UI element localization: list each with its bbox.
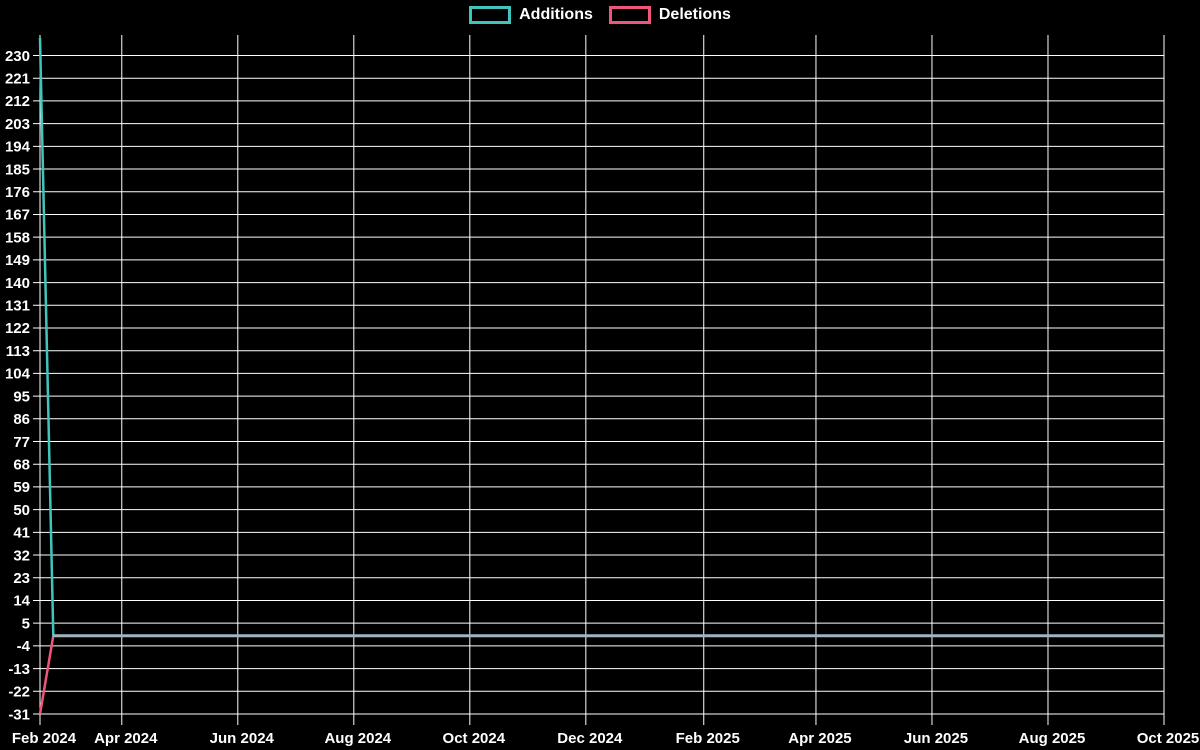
y-tick-label: -13 <box>8 661 30 678</box>
y-tick-label: 104 <box>5 366 31 383</box>
y-tick-label: -4 <box>17 638 31 655</box>
y-tick-label: 140 <box>5 275 30 292</box>
x-tick-label: Apr 2025 <box>788 730 851 747</box>
y-tick-label: -22 <box>8 684 30 701</box>
y-tick-label: 194 <box>5 139 31 156</box>
y-tick-label: 77 <box>13 434 30 451</box>
y-tick-label: 176 <box>5 184 30 201</box>
y-tick-label: 23 <box>13 570 30 587</box>
y-tick-label: 149 <box>5 252 30 269</box>
x-tick-label: Feb 2024 <box>12 730 77 747</box>
y-tick-label: 32 <box>13 547 30 564</box>
y-tick-label: 167 <box>5 207 30 224</box>
x-tick-label: Dec 2024 <box>557 730 623 747</box>
x-tick-label: Oct 2025 <box>1137 730 1200 747</box>
y-tick-label: -31 <box>8 706 30 723</box>
y-tick-label: 122 <box>5 320 30 337</box>
y-tick-label: 230 <box>5 48 30 65</box>
additions-swatch-icon <box>469 6 512 24</box>
y-tick-label: 221 <box>5 70 30 87</box>
chart-legend: Additions Deletions <box>0 6 1200 24</box>
y-tick-label: 203 <box>5 116 30 133</box>
y-tick-label: 95 <box>13 388 30 405</box>
y-tick-label: 212 <box>5 93 30 110</box>
x-tick-label: Jun 2024 <box>210 730 275 747</box>
x-tick-label: Feb 2025 <box>676 730 740 747</box>
legend-label-deletions: Deletions <box>658 6 731 23</box>
x-tick-label: Aug 2025 <box>1019 730 1086 747</box>
legend-item-deletions[interactable]: Deletions <box>608 6 731 24</box>
y-tick-label: 68 <box>13 456 30 473</box>
y-tick-label: 14 <box>13 593 30 610</box>
deletions-swatch-icon <box>608 6 651 24</box>
y-tick-label: 5 <box>22 615 30 632</box>
y-tick-label: 113 <box>6 343 30 360</box>
series-line-additions <box>38 37 1164 638</box>
legend-item-additions[interactable]: Additions <box>469 6 593 24</box>
y-tick-label: 41 <box>13 525 30 542</box>
y-tick-label: 50 <box>13 502 30 519</box>
series-line-deletions <box>38 634 1164 715</box>
legend-label-additions: Additions <box>519 6 593 23</box>
x-tick-label: Jun 2025 <box>904 730 968 747</box>
x-tick-label: Apr 2024 <box>94 730 158 747</box>
y-tick-label: 185 <box>5 161 30 178</box>
x-tick-label: Aug 2024 <box>324 730 391 747</box>
y-tick-label: 59 <box>13 479 30 496</box>
y-tick-label: 86 <box>13 411 30 428</box>
y-tick-label: 131 <box>5 298 30 315</box>
x-tick-label: Oct 2024 <box>443 730 506 747</box>
y-tick-label: 158 <box>5 229 30 246</box>
